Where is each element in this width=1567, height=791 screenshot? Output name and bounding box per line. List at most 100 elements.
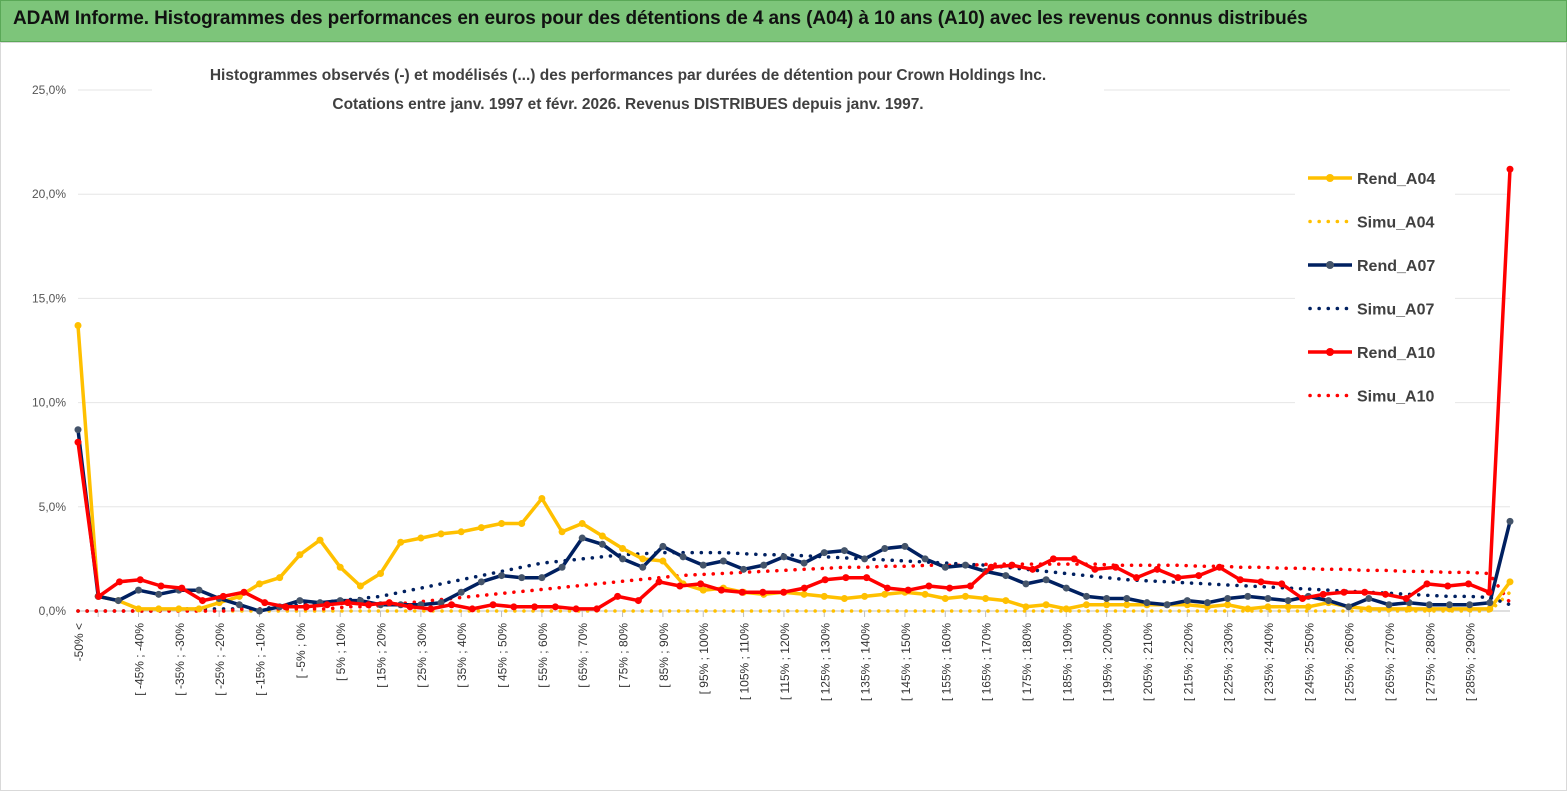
legend-label: Rend_A07 [1357, 258, 1435, 275]
data-point [155, 605, 163, 613]
data-point [840, 594, 848, 602]
legend: Rend_A04 Simu_A04 Rend_A07 Simu_A07 Rend_A10… [1308, 171, 1435, 406]
data-point [1042, 576, 1050, 584]
data-point [256, 607, 264, 615]
data-point [780, 553, 788, 561]
data-point [619, 555, 627, 563]
data-point [1174, 574, 1182, 582]
data-point [296, 551, 304, 559]
data-point [1257, 578, 1265, 586]
data-point [477, 578, 485, 586]
data-point [1103, 594, 1111, 602]
legend-label: Rend_A10 [1357, 345, 1435, 362]
data-point [1506, 165, 1514, 173]
data-point [1365, 594, 1373, 602]
data-point [175, 605, 183, 613]
data-point [276, 574, 284, 582]
data-point [946, 584, 954, 592]
data-point [1062, 584, 1070, 592]
legend-label: Rend_A04 [1357, 171, 1435, 188]
data-point [1112, 563, 1120, 571]
data-point [356, 582, 364, 590]
data-point [235, 601, 243, 609]
x-tick-label: [ 5% ; 10% [334, 623, 348, 681]
data-point [195, 586, 203, 594]
data-point [578, 534, 586, 542]
data-point [961, 592, 969, 600]
data-point [820, 592, 828, 600]
data-point [1244, 605, 1252, 613]
chart-subtitle: Cotations entre janv. 1997 et févr. 2026… [332, 96, 923, 113]
x-tick-label: [ 65% ; 70% [576, 623, 590, 688]
data-point [1264, 594, 1272, 602]
chart-title: Histogrammes observés (-) et modélisés (… [210, 67, 1046, 84]
x-tick-label: [ 155% ; 160% [939, 623, 953, 701]
data-point [427, 605, 435, 613]
data-point [1029, 565, 1037, 573]
data-point [904, 586, 912, 594]
data-point [821, 576, 829, 584]
data-point [861, 555, 869, 563]
data-point [572, 605, 580, 613]
data-point [1405, 605, 1413, 613]
x-tick-label: [ 205% ; 210% [1141, 623, 1155, 701]
data-point [538, 494, 546, 502]
data-point [1361, 588, 1369, 596]
data-point [619, 544, 627, 552]
x-tick-label: [ 195% ; 200% [1101, 623, 1115, 701]
x-tick-label: [ 45% ; 50% [496, 623, 510, 688]
data-point [863, 574, 871, 582]
data-point [1002, 572, 1010, 580]
data-point [1049, 555, 1057, 563]
data-point [634, 597, 642, 605]
data-point [551, 603, 559, 611]
data-point [883, 584, 891, 592]
data-point [135, 605, 143, 613]
x-tick-label: [ 125% ; 130% [818, 623, 832, 701]
data-point [1340, 588, 1348, 596]
data-point [74, 321, 82, 329]
data-point [397, 538, 405, 546]
data-point [336, 563, 344, 571]
data-point [593, 605, 601, 613]
data-point [417, 534, 425, 542]
legend-background [1295, 150, 1455, 418]
data-point [921, 590, 929, 598]
data-point [1402, 594, 1410, 602]
data-point [1486, 599, 1494, 607]
data-point [1183, 597, 1191, 605]
data-point [157, 582, 165, 590]
data-point [448, 601, 456, 609]
data-point [114, 597, 122, 605]
data-point [760, 561, 768, 569]
data-point [468, 605, 476, 613]
data-point [941, 594, 949, 602]
performance-histogram-chart: 0,0% 5,0% 10,0% 15,0% 20,0% 25,0% -50% < [ -45… [0, 42, 1567, 791]
data-point [614, 592, 622, 600]
data-point [323, 601, 331, 609]
data-point [1143, 599, 1151, 607]
data-point [1215, 563, 1223, 571]
data-point [1091, 565, 1099, 573]
data-point [679, 553, 687, 561]
series-line-simu_a04 [76, 590, 1512, 613]
data-point [1385, 601, 1393, 609]
x-tick-label: [ 175% ; 180% [1020, 623, 1034, 701]
data-point [1264, 603, 1272, 611]
data-point [195, 605, 203, 613]
data-point [538, 574, 546, 582]
x-tick-label: [ 275% ; 280% [1423, 623, 1437, 701]
data-point [740, 565, 748, 573]
data-point [987, 563, 995, 571]
x-tick-label: [ -25% ; -20% [213, 623, 227, 696]
x-tick-label: [ -35% ; -30% [173, 623, 187, 696]
x-tick-label: [ 285% ; 290% [1464, 623, 1478, 701]
data-point [1195, 572, 1203, 580]
data-point [1163, 601, 1171, 609]
data-point [861, 592, 869, 600]
data-point [1423, 580, 1431, 588]
data-point [1298, 594, 1306, 602]
data-point [1486, 605, 1494, 613]
data-point [820, 549, 828, 557]
data-point [1284, 597, 1292, 605]
